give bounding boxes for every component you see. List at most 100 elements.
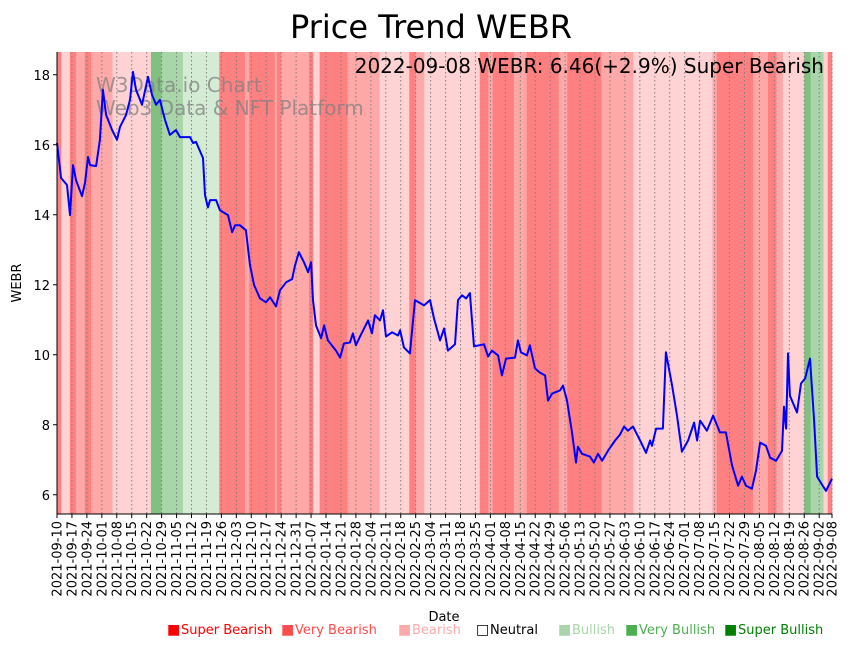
band-very-bearish — [712, 52, 718, 514]
x-tick-label: 2021-11-26 — [215, 521, 230, 597]
band-very-bearish — [753, 52, 769, 514]
x-tick-label: 2022-01-07 — [305, 521, 320, 597]
x-tick-label: 2022-09-02 — [813, 521, 828, 597]
y-ticks: 6 8 10 12 14 16 18 — [33, 69, 57, 504]
legend-label: Very Bearish — [295, 623, 377, 638]
legend-item-bullish: ■ Bullish — [558, 622, 615, 638]
sentiment-bands — [57, 52, 833, 514]
band-very-bearish — [601, 52, 634, 514]
x-tick-label: 2022-01-21 — [334, 521, 349, 597]
x-tick-label: 2022-03-11 — [439, 521, 454, 597]
band-super-bearish — [492, 52, 515, 514]
x-tick-label: 2022-08-12 — [768, 521, 783, 597]
band-super-bearish — [319, 52, 348, 514]
x-tick-label: 2021-10-08 — [110, 521, 125, 597]
x-tick-label: 2022-06-17 — [648, 521, 663, 597]
x-tick-label: 2022-04-08 — [499, 521, 514, 597]
x-tick-label: 2022-03-04 — [424, 521, 439, 597]
x-tick-label: 2022-05-20 — [589, 521, 604, 597]
band-super-bearish — [479, 52, 489, 514]
band-super-bearish — [526, 52, 560, 514]
x-tick-label: 2022-08-26 — [798, 521, 813, 597]
band-bearish — [782, 52, 805, 514]
band-very-bearish — [347, 52, 380, 514]
x-tick-label: 2022-03-18 — [454, 521, 469, 597]
x-tick-label: 2022-01-28 — [349, 521, 364, 597]
x-tick-label: 2022-07-15 — [708, 521, 723, 597]
x-tick-label: 2021-11-12 — [185, 521, 200, 597]
legend-label: Bearish — [412, 623, 461, 638]
band-bearish — [379, 52, 410, 514]
y-tick-label: 12 — [33, 279, 50, 294]
band-super-bearish — [409, 52, 416, 514]
legend-marker-icon: ■ — [398, 622, 411, 638]
legend-item-bearish: ■ Bearish — [398, 622, 461, 638]
band-very-bearish — [91, 52, 113, 514]
x-tick-label: 2021-09-24 — [80, 521, 95, 597]
legend-label: Bullish — [572, 623, 615, 638]
band-very-bearish — [513, 52, 527, 514]
y-tick-label: 18 — [33, 69, 50, 84]
x-ticks: 2021-09-10 2021-09-17 2021-09-24 2021-10-01… — [51, 514, 841, 597]
y-tick-label: 10 — [33, 349, 50, 364]
chart-title: Price Trend WEBR — [290, 8, 572, 46]
band-very-bearish — [415, 52, 425, 514]
band-super-bearish — [69, 52, 77, 514]
x-tick-label: 2022-01-14 — [320, 521, 335, 597]
band-super-bearish — [57, 52, 62, 514]
x-tick-label: 2022-02-25 — [409, 521, 424, 597]
x-tick-label: 2022-06-10 — [633, 521, 648, 597]
band-bearish — [823, 52, 829, 514]
band-bullish — [182, 52, 220, 514]
band-bearish — [424, 52, 481, 514]
y-tick-label: 6 — [42, 489, 50, 504]
band-very-bullish — [810, 52, 824, 514]
x-tick-label: 2022-04-29 — [544, 521, 559, 597]
x-tick-label: 2021-11-05 — [170, 521, 185, 597]
x-tick-label: 2021-10-29 — [155, 521, 170, 597]
x-tick-label: 2021-10-15 — [125, 521, 140, 597]
price-series — [56, 70, 833, 492]
x-tick-label: 2021-12-17 — [260, 521, 275, 597]
legend-item-very-bearish: ■ Very Bearish — [281, 622, 377, 638]
x-tick-label: 2022-08-05 — [753, 521, 768, 597]
x-tick-label: 2022-04-15 — [514, 521, 529, 597]
band-super-bullish — [150, 52, 162, 514]
legend-marker-icon: ■ — [625, 622, 638, 638]
y-tick-label: 16 — [33, 139, 50, 154]
x-tick-label: 2022-05-27 — [603, 521, 618, 597]
legend-label: Very Bullish — [639, 623, 715, 638]
x-tick-label: 2022-06-24 — [663, 521, 678, 597]
x-tick-label: 2021-10-01 — [95, 521, 110, 597]
x-tick-label: 2022-02-04 — [364, 521, 379, 597]
x-tick-label: 2022-06-03 — [618, 521, 633, 597]
legend-label: Super Bullish — [738, 623, 823, 638]
series-line-webr — [56, 70, 833, 492]
x-tick-label: 2022-09-08 — [826, 521, 841, 597]
band-super-bearish — [84, 52, 92, 514]
y-tick-label: 14 — [33, 209, 50, 224]
band-very-bullish — [161, 52, 184, 514]
x-tick-label: 2022-02-11 — [379, 521, 394, 597]
watermark-line-1: W3Data.io Chart — [96, 73, 262, 97]
band-very-bearish — [558, 52, 568, 514]
band-super-bullish — [804, 52, 811, 514]
band-super-bearish — [767, 52, 777, 514]
x-tick-label: 2021-11-19 — [200, 521, 215, 597]
axes — [56, 52, 832, 515]
y-tick-label: 8 — [42, 419, 50, 434]
band-very-bearish — [488, 52, 493, 514]
band-bearish — [313, 52, 320, 514]
legend-item-super-bearish: ■ Super Bearish — [167, 622, 272, 638]
band-super-bearish — [567, 52, 602, 514]
legend-item-neutral: □ Neutral — [476, 622, 538, 638]
band-bearish — [633, 52, 713, 514]
legend-marker-icon: ■ — [558, 622, 571, 638]
y-axis-label: WEBR — [10, 263, 25, 302]
x-tick-label: 2021-09-10 — [51, 521, 66, 597]
band-super-bearish — [276, 52, 282, 514]
band-very-bearish — [76, 52, 86, 514]
legend-label: Super Bearish — [181, 623, 272, 638]
band-super-bearish — [716, 52, 754, 514]
